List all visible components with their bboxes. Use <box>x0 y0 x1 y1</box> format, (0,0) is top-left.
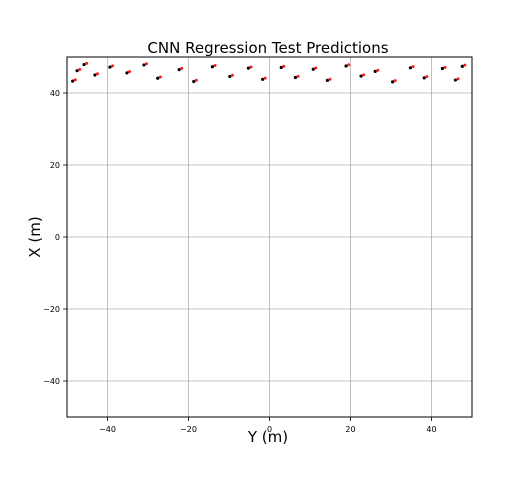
y-tick-label: 0 <box>55 233 60 242</box>
prediction-point <box>425 75 429 79</box>
x-tick-label: 40 <box>426 425 436 434</box>
prediction-point <box>96 72 100 76</box>
prediction-point <box>456 77 460 81</box>
ground-truth-point <box>408 66 413 70</box>
y-tick-label: 20 <box>50 161 60 170</box>
ground-truth-point <box>82 62 86 67</box>
prediction-point <box>145 62 149 66</box>
ground-truth-point <box>293 75 298 80</box>
prediction-point <box>128 70 132 74</box>
prediction-point <box>463 63 467 67</box>
ground-truth-point <box>261 77 265 81</box>
prediction-point <box>314 66 318 70</box>
ground-truth-point <box>311 67 315 71</box>
ground-truth-point <box>228 74 232 79</box>
prediction-point <box>180 66 184 70</box>
prediction-point <box>328 77 332 81</box>
ground-truth-point <box>325 78 330 82</box>
y-tick-label: −20 <box>43 305 60 314</box>
ground-truth-point <box>453 78 457 82</box>
ground-truth-point <box>373 69 377 73</box>
prediction-point <box>158 75 162 79</box>
ground-truth-point <box>460 64 464 68</box>
ground-truth-point <box>125 71 129 75</box>
prediction-point <box>411 65 415 69</box>
y-tick-label: 40 <box>50 89 60 98</box>
axes: −40 −20 0 20 40 −40 −20 0 20 40 <box>43 56 473 434</box>
prediction-point <box>230 73 234 77</box>
y-tick-label: −40 <box>43 377 60 386</box>
x-axis-label: Y (m) <box>247 428 288 446</box>
ground-truth-point <box>359 74 363 78</box>
prediction-point <box>78 67 82 71</box>
ground-truth-point <box>192 79 196 84</box>
prediction-point <box>376 68 380 72</box>
prediction-point <box>362 73 366 77</box>
chart-title: CNN Regression Test Predictions <box>147 39 388 57</box>
data-layer <box>71 61 467 84</box>
prediction-point <box>73 78 77 82</box>
x-tick-label: −20 <box>180 425 197 434</box>
ground-truth-point <box>440 66 445 71</box>
ground-truth-point <box>391 80 395 84</box>
grid <box>67 57 472 417</box>
ground-truth-point <box>108 65 112 69</box>
prediction-point <box>347 63 351 67</box>
ground-truth-point <box>344 64 348 68</box>
prediction-point <box>296 74 300 78</box>
ground-truth-point <box>93 73 97 77</box>
prediction-point <box>111 64 115 68</box>
prediction-point <box>393 79 397 83</box>
ground-truth-point <box>246 66 251 70</box>
ground-truth-point <box>422 76 426 80</box>
prediction-point <box>443 65 447 69</box>
x-tick-label: −40 <box>99 425 116 434</box>
prediction-point <box>85 61 89 65</box>
ground-truth-point <box>71 79 75 83</box>
prediction-point <box>194 78 198 82</box>
ground-truth-point <box>142 63 146 67</box>
ground-truth-point <box>210 65 214 69</box>
prediction-point <box>213 64 217 68</box>
x-tick-label: 0 <box>267 425 272 434</box>
ground-truth-point <box>279 65 283 70</box>
x-tick-label: 20 <box>345 425 355 434</box>
ground-truth-point <box>156 76 160 80</box>
prediction-point <box>282 64 286 68</box>
prediction-point <box>249 65 253 69</box>
y-axis-label: X (m) <box>26 216 44 257</box>
ground-truth-point <box>75 69 79 73</box>
prediction-point <box>263 76 267 80</box>
ground-truth-point <box>177 68 181 72</box>
